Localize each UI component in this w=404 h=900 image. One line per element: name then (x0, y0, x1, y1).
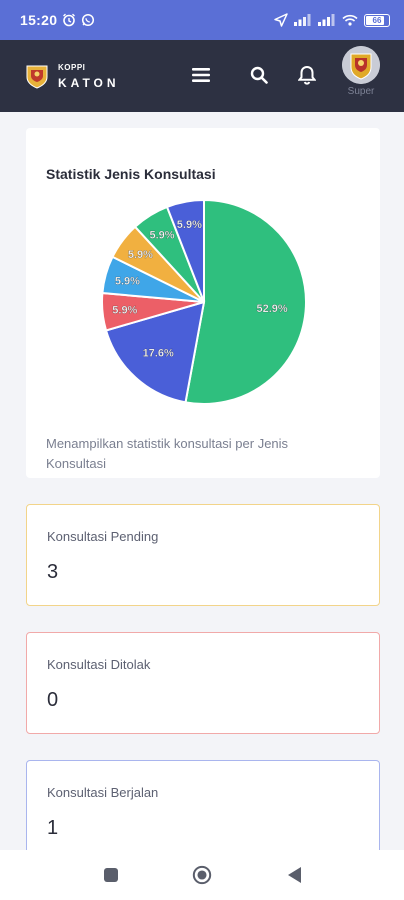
bell-icon[interactable] (294, 62, 320, 88)
pie-slice-1[interactable] (104, 300, 206, 404)
pie-label-2: 5.9% (112, 305, 137, 317)
stat-label-berjalan: Konsultasi Berjalan (47, 785, 159, 800)
brand[interactable]: KOPPI KATON (24, 63, 120, 89)
system-nav-bar (0, 850, 404, 900)
stat-card-pending[interactable]: Konsultasi Pending 3 (26, 504, 380, 606)
pie-label-0: 52.9% (256, 303, 287, 315)
pie-label-5: 5.9% (149, 229, 174, 241)
alarm-icon (62, 13, 76, 27)
stat-value-ditolak: 0 (47, 689, 59, 711)
pie-slice-6[interactable] (165, 198, 205, 303)
avatar (342, 46, 380, 84)
back-icon[interactable] (284, 865, 304, 885)
search-icon[interactable] (246, 62, 272, 88)
user-menu[interactable]: Super (340, 46, 382, 97)
pie-label-6: 5.9% (177, 219, 202, 231)
signal-icon-2 (318, 14, 336, 26)
chart-description: Menampilkan statistik konsultasi per Jen… (46, 436, 289, 471)
stat-value-berjalan: 1 (47, 817, 59, 839)
wifi-icon (342, 14, 358, 26)
menu-icon[interactable] (188, 62, 214, 88)
app-header: KOPPI KATON Super (0, 40, 404, 112)
location-arrow-icon (274, 13, 288, 27)
home-icon[interactable] (192, 865, 212, 885)
brand-logo-icon (24, 63, 50, 89)
status-time: 15:20 (20, 12, 58, 28)
status-bar: 15:20 66 (0, 0, 404, 40)
chart-title: Statistik Jenis Konsultasi (46, 166, 216, 182)
stat-card-ditolak[interactable]: Konsultasi Ditolak 0 (26, 632, 380, 734)
signal-icon (294, 14, 312, 26)
recent-apps-icon[interactable] (101, 865, 121, 885)
stat-card-berjalan[interactable]: Konsultasi Berjalan 1 (26, 760, 380, 850)
stat-label-pending: Konsultasi Pending (47, 529, 159, 544)
chart-card: Statistik Jenis Konsultasi 52.9% 17.6% 5.9… (26, 128, 380, 478)
battery-level: 66 (372, 15, 382, 25)
pie-slice-0[interactable] (184, 198, 307, 405)
battery-icon: 66 (364, 13, 390, 27)
pie-label-4: 5.9% (128, 249, 153, 261)
stat-label-ditolak: Konsultasi Ditolak (47, 657, 151, 672)
user-name: Super (347, 86, 375, 97)
pie-chart: 52.9%17.6%5.9%5.9%5.9%5.9%5.9% (101, 198, 307, 405)
pie-label-3: 5.9% (115, 276, 140, 288)
stat-value-pending: 3 (47, 561, 59, 583)
pie-label-1: 17.6% (143, 348, 174, 360)
dashboard-content: Statistik Jenis Konsultasi 52.9% 17.6% 5.9… (0, 112, 404, 850)
whatsapp-icon (81, 13, 95, 27)
brand-name: KATON (58, 75, 120, 90)
brand-small-text: KOPPI (58, 62, 86, 72)
